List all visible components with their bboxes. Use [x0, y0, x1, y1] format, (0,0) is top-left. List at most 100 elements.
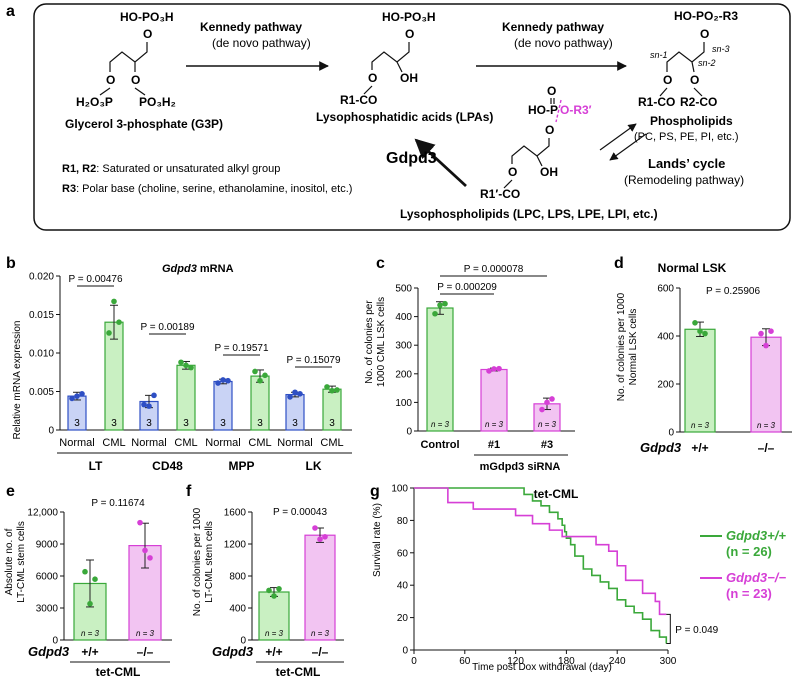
- chart-c: 0 100 200 300 400 500 n = 3 n = 3 n = 3 P = 0.000…: [395, 264, 575, 473]
- x-tick-label: #3: [541, 439, 553, 451]
- data-point: [87, 600, 93, 607]
- x-tick-label: 240: [609, 656, 626, 667]
- n-label: 3: [292, 418, 298, 429]
- denovo-label-1: (de novo pathway): [212, 36, 311, 50]
- p-value-label: P = 0.11674: [91, 498, 145, 509]
- data-point: [151, 392, 157, 399]
- pl-sn3: sn-3: [712, 44, 730, 54]
- y-tick-label: 0: [52, 636, 58, 647]
- y-tick-label: 3000: [36, 604, 59, 615]
- panel-g-xlabel: Time post Dox withdrawal (day): [472, 662, 612, 673]
- y-tick-label: 100: [391, 484, 408, 495]
- n-label: n = 3: [538, 420, 557, 429]
- x-sub-label: Normal: [205, 437, 240, 449]
- x-tick-label: 180: [558, 656, 575, 667]
- x-sub-label: CML: [320, 437, 343, 449]
- svg-text:O: O: [131, 73, 140, 87]
- data-point: [111, 298, 117, 305]
- data-point: [271, 593, 277, 599]
- chart-f: 0 400 800 1200 1600 n = 3 n = 3 P = 0.00043 Gdpd…: [212, 507, 344, 677]
- data-point: [329, 387, 335, 394]
- panel-d-title: Normal LSK: [658, 261, 727, 275]
- pl-sn2: sn-2: [698, 58, 716, 68]
- svg-text:O: O: [545, 123, 554, 137]
- svg-text:O: O: [368, 71, 377, 85]
- data-point: [215, 380, 221, 386]
- data-point: [146, 403, 152, 409]
- p-value-label: P = 0.049: [675, 625, 718, 636]
- y-tick-label: 0: [48, 426, 54, 437]
- lyso-ho: HO-P: [528, 103, 558, 117]
- group-label: tet-CML: [96, 665, 141, 677]
- legend-wt-n: (n = 26): [726, 544, 772, 559]
- data-point: [74, 393, 80, 399]
- panel-label-b: b: [6, 255, 16, 272]
- panel-label-a: a: [6, 3, 15, 20]
- n-label: n = 3: [81, 629, 100, 638]
- x-tick-label: Control: [420, 439, 459, 451]
- bar: [304, 534, 336, 641]
- data-point: [544, 399, 550, 406]
- data-point: [220, 377, 226, 383]
- data-point: [252, 368, 258, 375]
- y-tick-label: 0: [240, 636, 246, 647]
- panel-label-e: e: [6, 483, 15, 500]
- y-tick-label: 0: [406, 427, 412, 438]
- p-value-label: P = 0.00189: [140, 322, 194, 333]
- bar: [750, 336, 782, 433]
- genotype-label: Gdpd3: [640, 440, 682, 455]
- svg-text:O: O: [700, 27, 709, 41]
- data-point: [188, 364, 194, 371]
- data-point: [432, 310, 438, 317]
- panel-label-c: c: [376, 255, 385, 272]
- panel-b-title: Gdpd3 mRNA: [162, 263, 234, 275]
- legend-wt-label: Gdpd3+/+: [726, 528, 786, 543]
- n-label: 3: [146, 418, 152, 429]
- x-sub-label: CML: [248, 437, 271, 449]
- y-tick-label: 0.015: [29, 310, 54, 321]
- g3p-bottom-right: PO₃H₂: [139, 95, 176, 109]
- group-label: MPP: [228, 459, 254, 473]
- lyso-structure: O HO-P O-R3′ O O OH R1′-CO: [480, 84, 592, 201]
- panel-d-ylabel-1: No. of colonies per 1000: [616, 292, 627, 401]
- lpa-structure: HO-PO₃H O O OH R1-CO: [340, 10, 436, 107]
- y-tick-label: 20: [397, 613, 409, 624]
- y-tick-label: 80: [397, 516, 409, 527]
- data-point: [437, 302, 443, 308]
- panel-g-title: tet-CML: [534, 487, 579, 501]
- lyso-oh: OH: [540, 165, 558, 179]
- group-label: mGdpd3 siRNA: [480, 461, 561, 473]
- p-value-label: P = 0.15079: [286, 355, 340, 366]
- data-point: [106, 330, 112, 336]
- arrow-lyso-to-pl: [599, 123, 637, 151]
- g3p-top-label: HO-PO₃H: [120, 10, 174, 24]
- lands-sub: (Remodeling pathway): [624, 173, 744, 187]
- n-label: 3: [329, 418, 335, 429]
- panel-label-f: f: [186, 483, 192, 500]
- data-point: [758, 330, 764, 337]
- data-point: [147, 555, 153, 561]
- y-tick-label: 9000: [36, 540, 59, 551]
- y-tick-label: 400: [395, 312, 412, 323]
- y-tick-label: 600: [657, 284, 674, 295]
- y-tick-label: 300: [395, 341, 412, 352]
- y-tick-label: 100: [395, 398, 412, 409]
- group-label: tet-CML: [276, 665, 321, 677]
- data-point: [491, 366, 497, 372]
- panel-c-ylabel-2: 1000 CML LSK cells: [376, 297, 387, 387]
- group-label: CD48: [152, 459, 183, 473]
- g3p-bottom-left: H₂O₃P: [76, 95, 113, 109]
- lyso-r1: R1′-CO: [480, 187, 520, 201]
- data-point: [549, 396, 555, 402]
- y-tick-label: 0.010: [29, 349, 54, 360]
- x-tick-label: +/+: [691, 441, 708, 455]
- panel-b-ylabel: Relative mRNA expression: [12, 321, 23, 440]
- data-point: [82, 568, 88, 575]
- x-sub-label: Normal: [277, 437, 312, 449]
- x-tick-label: 0: [411, 656, 417, 667]
- y-tick-label: 6000: [36, 572, 59, 583]
- x-tick-label: #1: [488, 439, 500, 451]
- chart-e: 0 3000 6000 9000 12,000 n = 3 n = 3 P = 0.11674…: [27, 498, 172, 677]
- legend-ko-n: (n = 23): [726, 586, 772, 601]
- g3p-structure: HO-PO₃H O O O H₂O₃P PO₃H₂: [76, 10, 176, 109]
